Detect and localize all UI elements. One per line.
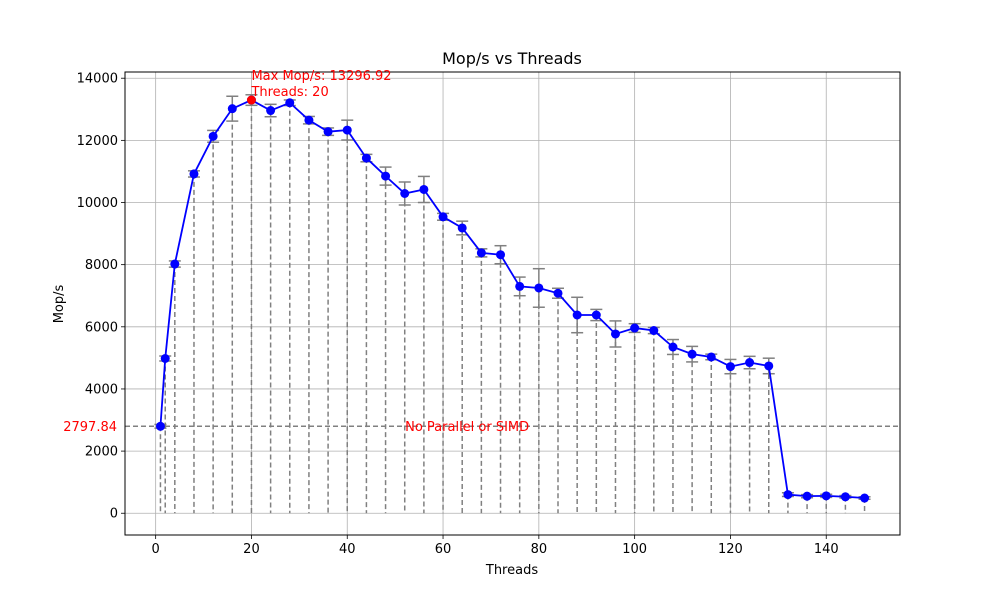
data-point [400, 188, 410, 198]
data-point [764, 361, 774, 371]
data-point [438, 212, 448, 222]
data-point [515, 281, 525, 291]
x-tick-label: 120 [718, 542, 743, 557]
annotations: Max Mop/s: 13296.92 Threads: 20 2797.84 … [63, 69, 529, 435]
data-point [572, 310, 582, 320]
data-point [189, 169, 199, 179]
data-point [821, 491, 831, 501]
data-point [860, 493, 870, 503]
x-tick-label: 100 [622, 542, 647, 557]
max-point [246, 95, 256, 105]
data-point [160, 354, 170, 364]
data-point [668, 342, 678, 352]
series [155, 95, 870, 503]
x-axis-label: Threads [485, 563, 538, 578]
data-point [323, 127, 333, 137]
data-point [304, 115, 314, 125]
drop-lines [159, 100, 866, 514]
y-tick-label: 12000 [77, 134, 118, 149]
y-tick-label: 0 [110, 507, 118, 522]
data-point [457, 223, 467, 233]
ticks: 0 20 40 60 80 100 120 140 0 2000 4000 6000 8000 10000… [77, 72, 839, 557]
x-tick-label: 20 [243, 542, 260, 557]
data-point [285, 98, 295, 108]
data-point [687, 349, 697, 359]
data-point [170, 259, 180, 269]
plot-frame [124, 71, 901, 536]
data-point [381, 171, 391, 181]
data-point [610, 329, 620, 339]
data-point [266, 106, 276, 116]
data-point [591, 310, 601, 320]
baseline-value-label: 2797.84 [63, 420, 117, 435]
x-tick-label: 140 [814, 542, 839, 557]
data-point [534, 283, 544, 293]
data-point [419, 184, 429, 194]
x-tick-label: 40 [339, 542, 356, 557]
data-point [553, 288, 563, 298]
y-tick-label: 6000 [85, 320, 118, 335]
data-point [342, 125, 352, 135]
data-point [745, 358, 755, 368]
y-tick-label: 4000 [85, 382, 118, 397]
y-tick-label: 2000 [85, 445, 118, 460]
y-tick-label: 10000 [77, 196, 118, 211]
y-tick-label: 14000 [77, 72, 118, 87]
max-annotation-line2: Threads: 20 [250, 85, 328, 100]
chart-title: Mop/s vs Threads [442, 49, 582, 68]
x-tick-label: 80 [531, 542, 548, 557]
x-tick-label: 0 [152, 542, 160, 557]
data-point [155, 421, 165, 431]
max-annotation-line1: Max Mop/s: 13296.92 [251, 69, 391, 84]
data-point [361, 153, 371, 163]
data-point [630, 323, 640, 333]
data-point [706, 352, 716, 362]
data-point [649, 326, 659, 336]
data-point [802, 491, 812, 501]
data-point [783, 490, 793, 500]
data-point [227, 104, 237, 114]
baseline-description: No Parallel or SIMD [405, 420, 529, 435]
y-tick-label: 8000 [85, 258, 118, 273]
grid [125, 72, 900, 535]
data-point [725, 362, 735, 372]
x-tick-label: 60 [435, 542, 452, 557]
data-point [496, 250, 506, 260]
data-point [208, 131, 218, 141]
data-point [476, 248, 486, 258]
y-axis-label: Mop/s [52, 284, 67, 323]
data-point [840, 492, 850, 502]
